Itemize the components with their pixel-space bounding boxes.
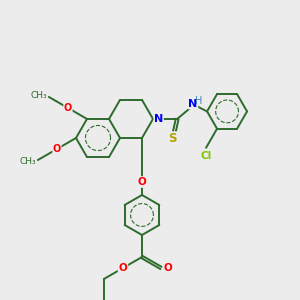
Text: H: H bbox=[195, 96, 203, 106]
Text: S: S bbox=[169, 132, 177, 145]
Text: N: N bbox=[154, 114, 163, 124]
Text: O: O bbox=[64, 103, 72, 113]
Text: CH₃: CH₃ bbox=[30, 92, 47, 100]
Text: CH₃: CH₃ bbox=[19, 157, 36, 166]
Text: Cl: Cl bbox=[200, 151, 212, 161]
Text: O: O bbox=[118, 263, 127, 273]
Text: N: N bbox=[188, 99, 198, 109]
Text: O: O bbox=[53, 144, 61, 154]
Text: O: O bbox=[138, 177, 146, 187]
Text: O: O bbox=[163, 263, 172, 273]
